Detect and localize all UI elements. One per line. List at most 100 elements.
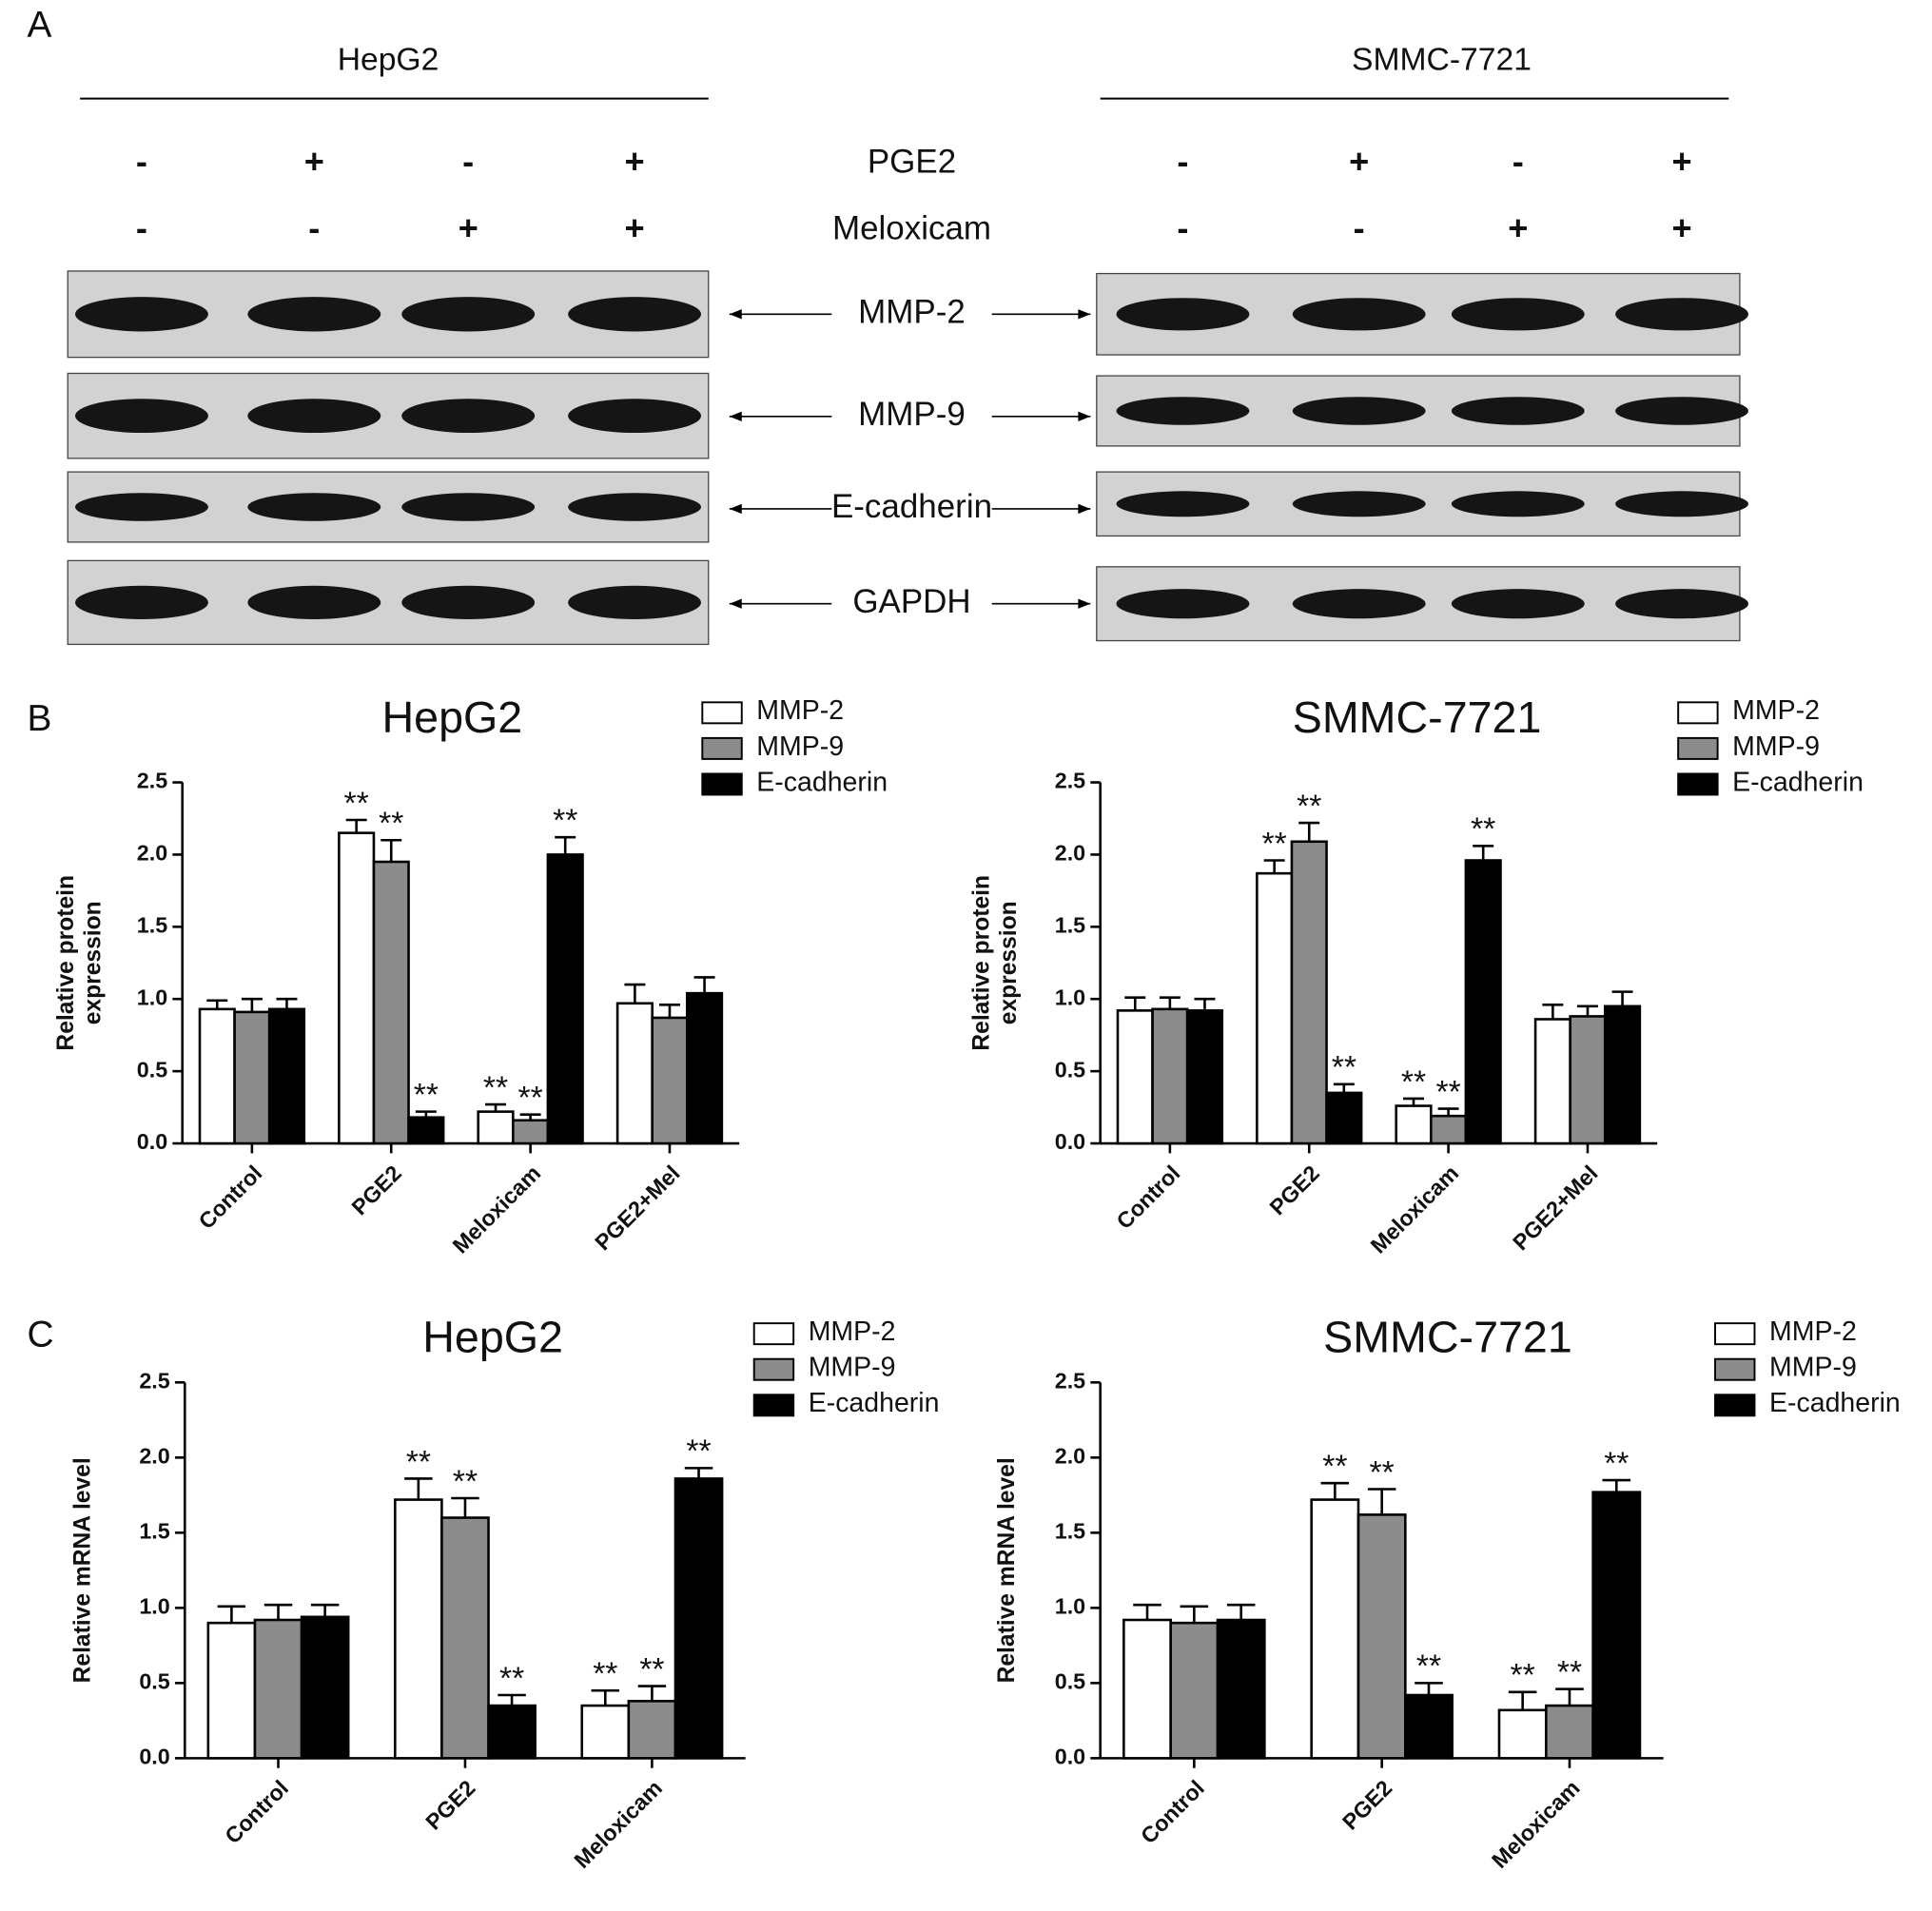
bar: [198, 1007, 236, 1145]
blot-band: [401, 585, 536, 620]
y-tick-label: 0.5: [139, 1669, 169, 1694]
bar: [253, 1618, 303, 1760]
treatment-sign: -: [136, 142, 147, 181]
legend-label: MMP-2: [756, 695, 844, 726]
y-tick-label: 1.5: [1055, 912, 1085, 937]
x-tick-label: Control: [1136, 1775, 1209, 1848]
blot-band: [247, 493, 381, 521]
bar: [477, 1110, 515, 1145]
significance-label: **: [414, 1078, 439, 1113]
bar: [372, 860, 410, 1145]
arrow-head: [1078, 411, 1091, 421]
y-tick-label: 1.5: [139, 1518, 169, 1543]
significance-label: **: [1416, 1649, 1441, 1685]
blot-band: [1292, 491, 1426, 517]
legend-swatch: [1677, 772, 1719, 796]
y-axis-label: Relative mRNA level: [70, 1457, 96, 1683]
blot-band: [75, 297, 208, 332]
bar: [338, 831, 376, 1145]
chart-title: SMMC-7721: [1293, 692, 1542, 742]
panel-label: C: [27, 1315, 53, 1355]
x-tick-label: Control: [1112, 1160, 1185, 1234]
bar: [1151, 1007, 1189, 1145]
legend-swatch: [701, 772, 743, 796]
significance-label: **: [1370, 1455, 1395, 1491]
bar: [1122, 1618, 1172, 1760]
cell-line-label: HepG2: [338, 43, 439, 78]
bar: [1395, 1104, 1433, 1145]
legend-label: MMP-2: [1769, 1316, 1857, 1347]
significance-label: **: [1262, 827, 1287, 862]
legend-swatch: [1677, 701, 1719, 725]
blot-band: [568, 493, 702, 521]
protein-label: MMP-2: [858, 294, 966, 331]
significance-label: **: [379, 807, 403, 842]
legend-label: MMP-9: [809, 1353, 896, 1383]
y-axis-label: Relative proteinexpression: [52, 875, 105, 1051]
cell-line-label: SMMC-7721: [1352, 43, 1532, 78]
x-tick-label: Meloxicam: [448, 1160, 546, 1258]
legend-label: E-cadherin: [809, 1388, 940, 1418]
x-tick-label: Meloxicam: [1366, 1160, 1464, 1258]
arrow-head: [1078, 503, 1091, 515]
legend-swatch: [1677, 736, 1719, 760]
chart-title: HepG2: [382, 692, 523, 742]
y-axis-label: Relative proteinexpression: [968, 875, 1021, 1051]
x-tick-label: PGE2: [1265, 1160, 1324, 1219]
bar: [685, 991, 724, 1145]
significance-label: **: [1436, 1075, 1461, 1110]
y-tick-label: 2.0: [1055, 841, 1085, 866]
x-tick-label: Control: [220, 1775, 293, 1848]
treatment-sign: +: [1349, 142, 1369, 181]
arrow-head: [729, 411, 742, 421]
blot-band: [1451, 397, 1585, 425]
significance-label: **: [1604, 1446, 1629, 1481]
protein-label: E-cadherin: [831, 488, 992, 525]
x-tick-label: PGE2: [347, 1160, 406, 1219]
blot-band: [1116, 298, 1250, 331]
y-tick-label: 1.0: [1055, 1594, 1085, 1619]
bar: [440, 1516, 490, 1760]
treatment-sign: -: [462, 142, 474, 181]
significance-label: **: [1322, 1450, 1347, 1485]
blot-band: [568, 297, 702, 332]
y-tick-label: 0.0: [137, 1129, 167, 1154]
bar: [300, 1615, 350, 1760]
bar: [580, 1704, 631, 1760]
chart-title: HepG2: [422, 1313, 563, 1362]
legend-label: MMP-2: [1732, 695, 1820, 726]
bar: [1603, 1004, 1642, 1145]
bar: [1404, 1693, 1454, 1760]
y-tick-label: 1.0: [1055, 985, 1085, 1009]
bar: [1290, 840, 1328, 1145]
protein-label: GAPDH: [852, 583, 970, 620]
y-tick-label: 0.0: [1055, 1745, 1085, 1769]
arrow-head: [729, 309, 742, 320]
blot-band: [1292, 298, 1426, 331]
blot-band: [401, 297, 536, 332]
treatment-sign: -: [1512, 142, 1524, 181]
legend-swatch: [752, 1394, 795, 1417]
y-tick-label: 2.5: [1055, 1368, 1085, 1393]
bar: [1216, 1618, 1266, 1760]
blot-band: [568, 585, 702, 620]
x-tick-label: Meloxicam: [1487, 1775, 1585, 1873]
treatment-sign: -: [308, 208, 320, 247]
legend-swatch: [752, 1357, 795, 1381]
treatment-sign: +: [624, 142, 644, 181]
y-tick-label: 0.5: [1055, 1669, 1085, 1694]
blot-band: [1116, 589, 1250, 619]
significance-label: **: [483, 1070, 508, 1105]
blot-band: [401, 399, 536, 434]
blot-band: [1292, 589, 1426, 619]
y-axis-label: Relative mRNA level: [994, 1457, 1020, 1683]
x-tick-label: Meloxicam: [569, 1775, 667, 1873]
bar: [1497, 1708, 1548, 1760]
bar: [206, 1621, 257, 1760]
bar: [233, 1010, 271, 1145]
legend-label: MMP-9: [756, 731, 844, 762]
bar: [1185, 1009, 1224, 1145]
y-tick-label: 0.0: [139, 1745, 169, 1769]
y-tick-label: 0.5: [1055, 1057, 1085, 1082]
